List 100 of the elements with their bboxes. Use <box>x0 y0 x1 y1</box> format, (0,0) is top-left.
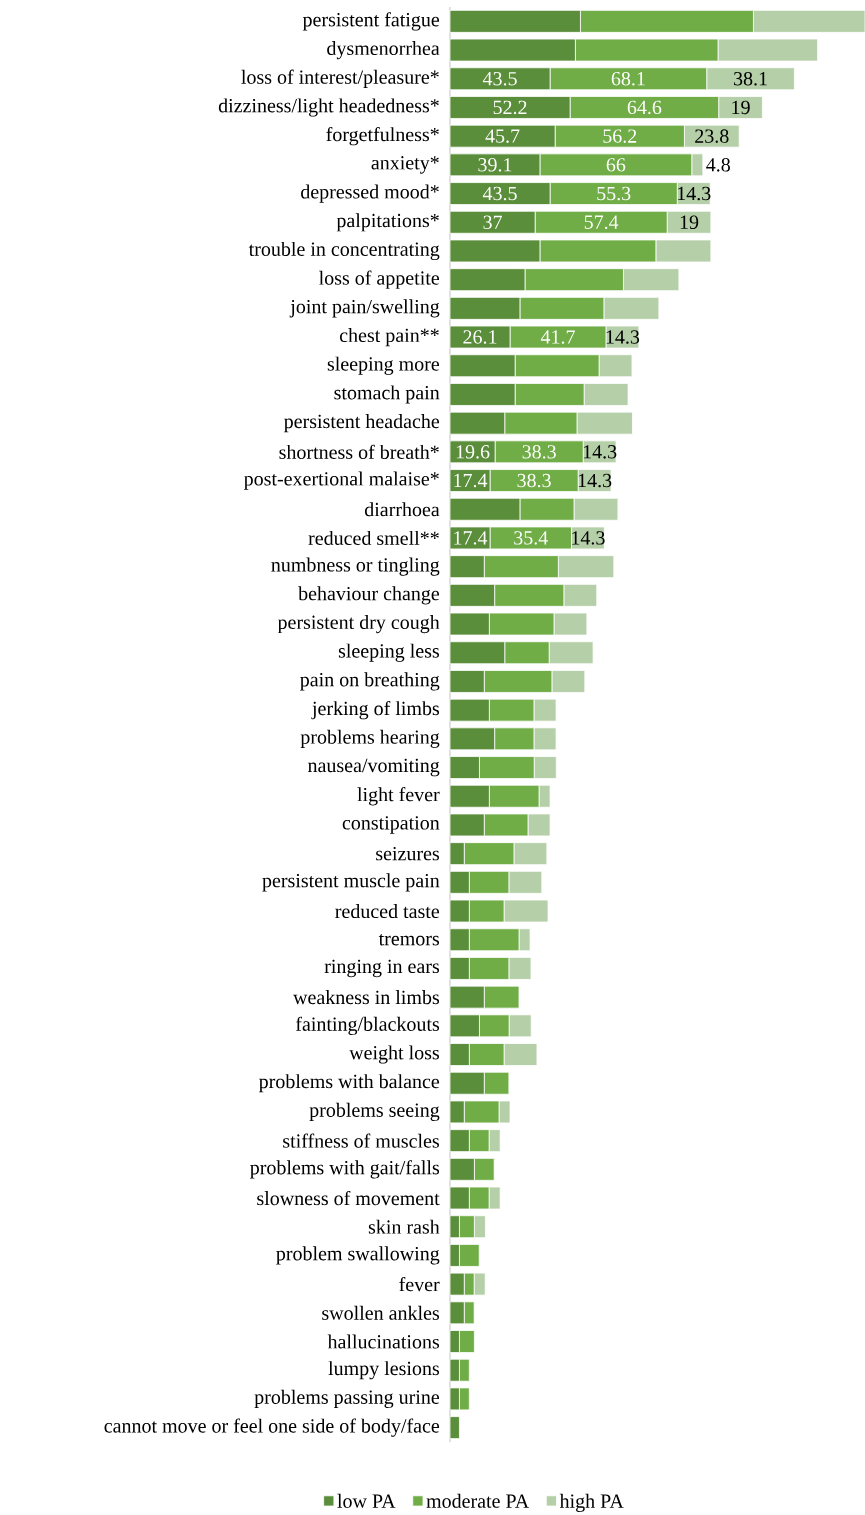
bar <box>563 583 598 607</box>
data-label: 14.3 <box>583 445 617 459</box>
data-label: 66 <box>606 158 626 172</box>
data-label: 57.4 <box>584 215 619 229</box>
bar <box>753 9 865 33</box>
legend-label: high PA <box>559 1493 624 1512</box>
data-label: 52.2 <box>493 100 527 115</box>
bar <box>576 411 633 435</box>
y-tick-label: skin rash <box>368 1219 440 1234</box>
bar <box>603 296 660 320</box>
y-tick-label: loss of interest/pleasure* <box>241 69 439 88</box>
y-tick-label: weight loss <box>349 1045 439 1064</box>
y-tick-label: fever <box>399 1276 440 1292</box>
y-tick-label: dizziness/light headedness* <box>218 98 439 117</box>
y-tick-label: problem swallowing <box>276 1246 440 1265</box>
data-label: 26.1 <box>463 330 497 344</box>
y-tick-label: loss of appetite <box>319 270 440 289</box>
bar <box>548 641 594 665</box>
data-label: 23.8 <box>695 129 729 143</box>
data-label: 43.5 <box>482 71 517 86</box>
y-tick-label: problems passing urine <box>254 1389 440 1409</box>
y-tick-label: tremors <box>378 934 439 946</box>
data-label: 14.3 <box>606 330 640 344</box>
data-label: 35.4 <box>514 531 548 545</box>
y-tick-label: problems hearing <box>300 729 440 748</box>
y-tick-label: lumpy lesions <box>328 1361 440 1380</box>
y-tick-label: persistent fatigue <box>302 12 440 31</box>
y-tick-label: reduced taste <box>335 904 440 919</box>
y-tick-label: stiffness of muscles <box>283 1133 439 1148</box>
y-tick-label: palpitations* <box>336 213 439 232</box>
data-label: 14.3 <box>578 473 612 488</box>
y-tick-label: jerking of limbs <box>311 700 440 720</box>
bar <box>513 842 548 866</box>
y-tick-label: ringing in ears <box>324 959 440 978</box>
data-label: 37 <box>483 215 502 229</box>
data-label: 68.1 <box>611 71 645 86</box>
y-tick-label: persistent dry cough <box>277 614 440 634</box>
legend-label: moderate PA <box>426 1493 530 1508</box>
bar <box>551 670 586 693</box>
y-tick-label: sleeping less <box>338 643 440 662</box>
y-tick-label: diarrhoea <box>364 502 440 517</box>
legend-label: low PA <box>337 1493 396 1508</box>
y-tick-label: forgetfulness* <box>326 126 439 146</box>
y-tick-label: joint pain/swelling <box>289 299 440 318</box>
data-label: 19.6 <box>456 445 490 459</box>
bar <box>557 555 615 579</box>
y-tick-label: seizures <box>376 846 439 861</box>
y-tick-label: slowness of movement <box>257 1190 440 1206</box>
data-label: 38.3 <box>522 445 556 459</box>
y-tick-label: problems seeing <box>309 1102 440 1122</box>
bar <box>449 1416 460 1440</box>
y-tick-label: post-exertional malaise* <box>244 471 439 490</box>
data-label: 14.3 <box>572 531 605 545</box>
y-tick-label: trouble in concentrating <box>248 241 440 261</box>
data-label: 19 <box>680 215 699 229</box>
y-tick-label: cannot move or feel one side of body/face <box>104 1418 440 1437</box>
bar <box>508 870 543 894</box>
y-tick-label: fainting/blackouts <box>295 1016 440 1036</box>
y-tick-label: sleeping more <box>327 356 440 375</box>
y-tick-label: chest pain** <box>339 328 439 347</box>
bar <box>503 1043 538 1066</box>
y-tick-label: swollen ankles <box>322 1305 440 1320</box>
data-label: 55.3 <box>597 186 631 201</box>
data-label: 38.1 <box>734 71 767 86</box>
y-tick-label: constipation <box>342 816 440 834</box>
y-tick-label: anxiety* <box>371 156 439 174</box>
y-tick-label: nausea/vomiting <box>307 758 440 777</box>
bar <box>533 756 557 779</box>
data-label: 41.7 <box>540 330 575 344</box>
data-label: 64.6 <box>627 100 662 115</box>
y-tick-label: problems with balance <box>258 1074 440 1093</box>
data-label: 43.5 <box>482 186 517 201</box>
y-tick-label: hallucinations <box>327 1334 440 1349</box>
data-label: 38.3 <box>517 473 551 488</box>
data-label: 19 <box>732 100 750 115</box>
y-tick-label: stomach pain <box>334 385 440 404</box>
bar <box>573 497 619 521</box>
bar <box>623 268 680 292</box>
y-tick-label: persistent headache <box>284 414 440 433</box>
y-tick-label: pain on breathing <box>300 672 440 691</box>
bar <box>508 1014 532 1038</box>
y-tick-label: weakness in limbs <box>293 990 440 1005</box>
data-label: 14.3 <box>678 186 711 201</box>
data-label: 45.7 <box>485 129 520 143</box>
y-tick-label: reduced smell** <box>308 530 439 545</box>
y-tick-label: dysmenorrhea <box>327 40 440 60</box>
y-tick-label: numbness or tingling <box>271 557 440 576</box>
data-label: 17.4 <box>454 531 488 545</box>
y-tick-label: shortness of breath* <box>279 444 439 459</box>
bar <box>598 354 633 378</box>
y-tick-label: light fever <box>357 787 440 806</box>
bar <box>583 383 629 406</box>
y-tick-label: depressed mood* <box>301 184 439 203</box>
y-tick-label: problems with gait/falls <box>250 1160 440 1179</box>
y-tick-label: behaviour change <box>298 586 440 605</box>
data-label: 4.8 <box>706 158 730 172</box>
data-label: 56.2 <box>603 129 637 143</box>
data-label: 17.4 <box>454 473 488 488</box>
y-tick-label: persistent muscle pain <box>262 873 440 892</box>
data-label: 39.1 <box>478 158 512 172</box>
